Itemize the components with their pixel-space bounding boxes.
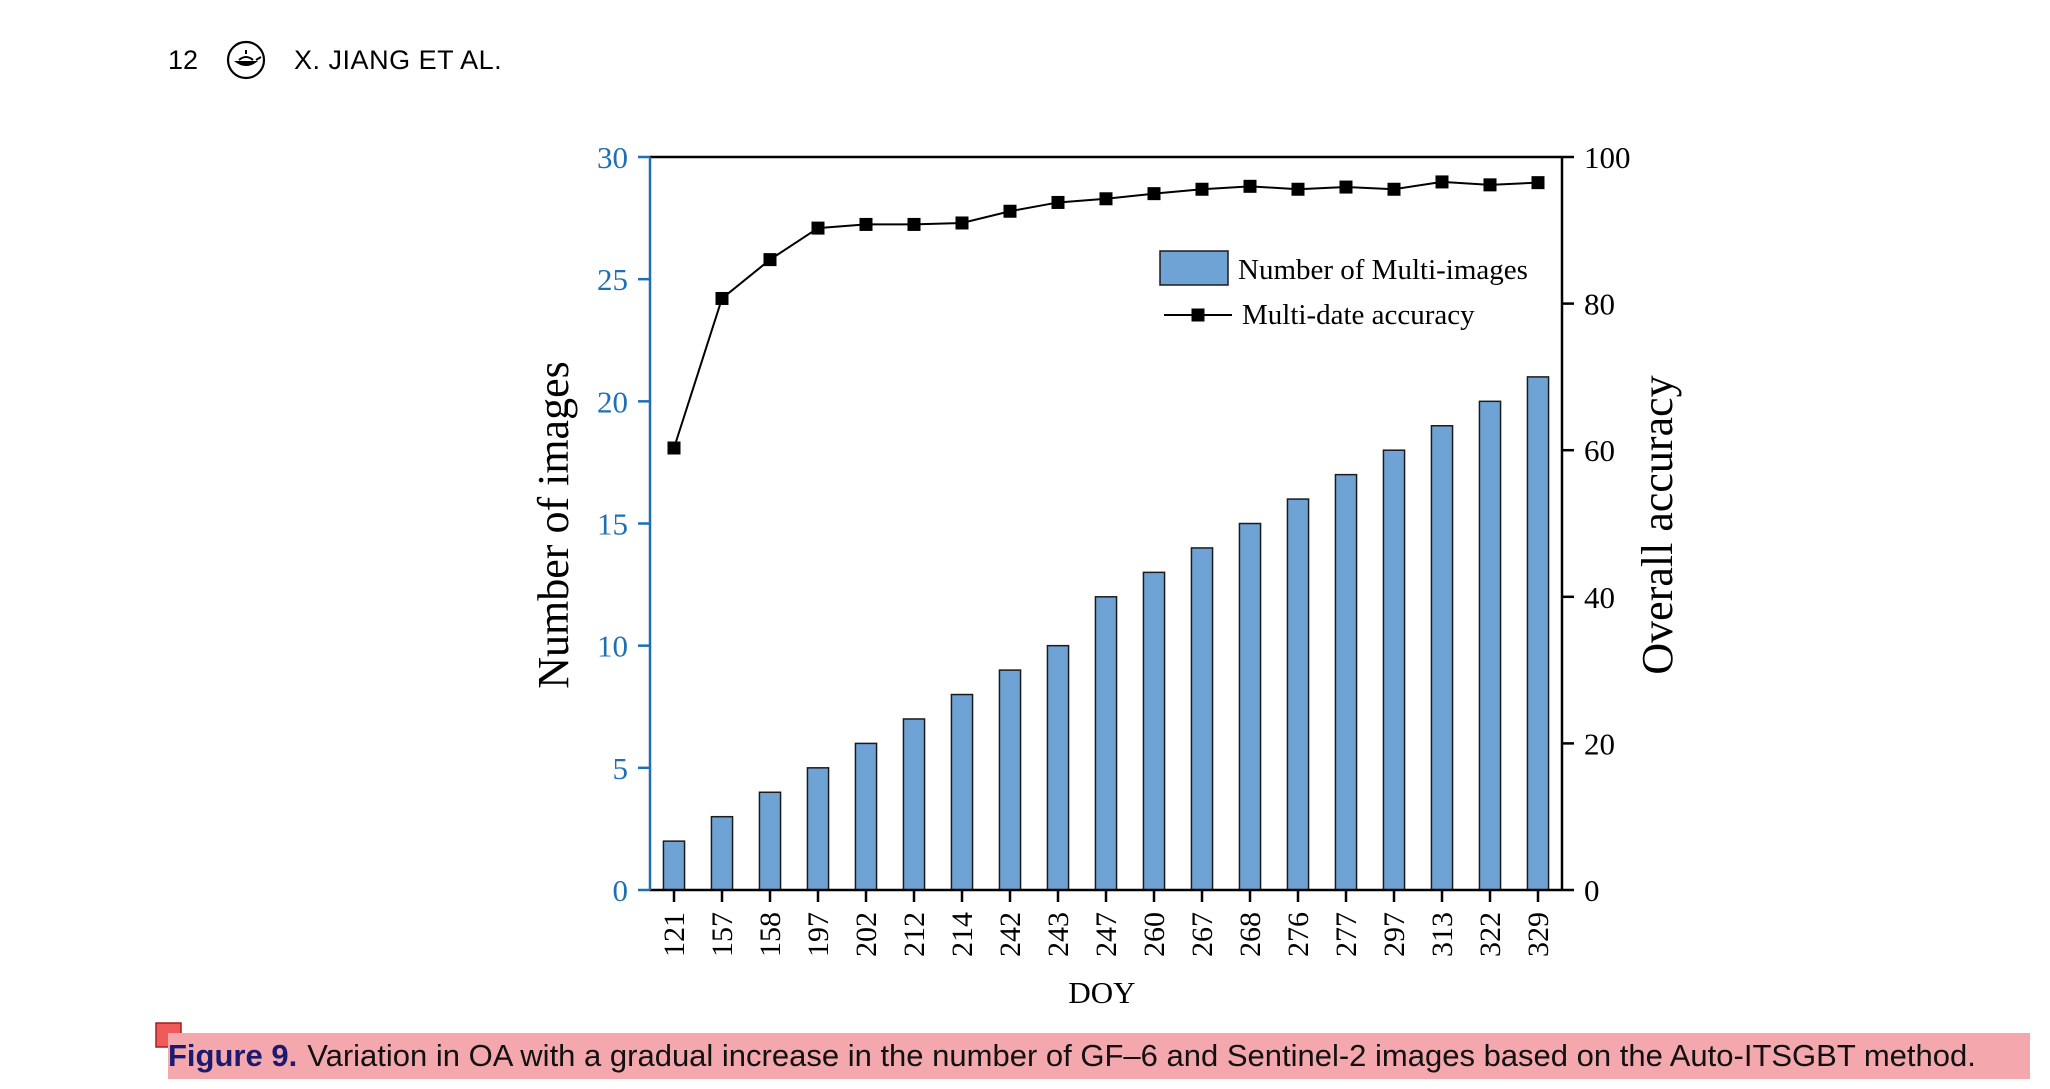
x-tick-label-322: 322: [1474, 912, 1507, 957]
accuracy-point-242: [1003, 204, 1017, 218]
x-axis-label: DOY: [1068, 975, 1135, 1010]
bar-214: [950, 693, 974, 891]
x-tick-label-197: 197: [802, 912, 835, 957]
x-tick-label-158: 158: [754, 912, 787, 957]
chart: 0 5 10 15 20 25 30 0 20 40 60 80 100 121 157 158 197 202 2…: [529, 140, 1682, 1010]
accuracy-point-313: [1435, 175, 1449, 189]
accuracy-point-212: [907, 217, 921, 231]
x-tick-label-214: 214: [946, 912, 979, 957]
x-tick-label-313: 313: [1426, 912, 1459, 957]
x-tick-label-329: 329: [1522, 912, 1555, 957]
accuracy-point-157: [715, 291, 729, 305]
y-axis-label: Number of images: [529, 361, 578, 688]
x-tick-label-268: 268: [1234, 912, 1267, 957]
legend: Number of Multi-images Multi-date accurac…: [1159, 250, 1528, 331]
legend-bar-label: Number of Multi-images: [1238, 254, 1528, 286]
bar-313: [1430, 425, 1454, 891]
x-tick-label-297: 297: [1378, 912, 1411, 957]
legend-bar-swatch: [1159, 250, 1229, 286]
accuracy-point-268: [1243, 179, 1257, 193]
x-tick-label-121: 121: [658, 912, 691, 957]
y2-tick-label: 20: [1584, 726, 1615, 761]
accuracy-point-322: [1483, 178, 1497, 192]
x-tick-label-276: 276: [1282, 912, 1315, 957]
accuracy-point-121: [667, 441, 681, 455]
y-tick-label: 25: [597, 262, 628, 297]
y2-tick-label: 0: [1584, 873, 1600, 908]
bar-121: [662, 840, 686, 891]
bar-197: [806, 767, 830, 891]
y-tick-label: 5: [613, 751, 629, 786]
x-tick-label-247: 247: [1090, 912, 1123, 957]
caption-label: Figure 9.: [168, 1038, 298, 1073]
y-tick-label: 30: [597, 140, 628, 175]
y2-tick-label: 40: [1584, 580, 1615, 615]
y-tick-label: 0: [613, 873, 629, 908]
accuracy-point-247: [1099, 192, 1113, 206]
bar-267: [1190, 547, 1214, 891]
accuracy-point-260: [1147, 187, 1161, 201]
accuracy-point-214: [955, 216, 969, 230]
page-number: 12: [168, 44, 199, 75]
figure-caption: Figure 9. Variation in OA with a gradual…: [168, 1033, 2030, 1079]
accuracy-point-243: [1051, 195, 1065, 209]
bar-202: [854, 742, 878, 891]
line-series: [667, 175, 1545, 455]
y2-axis-label: Overall accuracy: [1633, 375, 1682, 674]
bar-242: [998, 669, 1022, 891]
accuracy-point-329: [1531, 176, 1545, 190]
bar-322: [1478, 400, 1502, 891]
running-head: X. JIANG ET AL.: [294, 44, 503, 75]
y2-tick-label: 60: [1584, 433, 1615, 468]
bar-260: [1142, 571, 1166, 891]
accuracy-point-297: [1387, 182, 1401, 196]
caption-text: Variation in OA with a gradual increase …: [307, 1038, 1976, 1073]
x-tick-label-260: 260: [1138, 912, 1171, 957]
accuracy-point-267: [1195, 182, 1209, 196]
bar-297: [1382, 449, 1406, 891]
bar-212: [902, 718, 926, 891]
x-tick-label-157: 157: [706, 912, 739, 957]
accuracy-point-158: [763, 253, 777, 267]
y-tick-label: 15: [597, 507, 628, 542]
x-tick-label-277: 277: [1330, 912, 1363, 957]
publisher-lamp-icon: [226, 40, 266, 80]
accuracy-point-276: [1291, 182, 1305, 196]
x-tick-label-212: 212: [898, 912, 931, 957]
x-tick-label-267: 267: [1186, 912, 1219, 957]
accuracy-point-277: [1339, 180, 1353, 194]
legend-line-label: Multi-date accuracy: [1242, 299, 1475, 331]
running-header: 12 X. JIANG ET AL.: [168, 38, 502, 82]
y2-tick-label: 100: [1584, 140, 1631, 175]
bar-247: [1094, 596, 1118, 891]
accuracy-point-197: [811, 221, 825, 235]
y2-tick-label: 80: [1584, 287, 1615, 322]
y-tick-label: 20: [597, 384, 628, 419]
bar-277: [1334, 473, 1358, 891]
x-tick-label-202: 202: [850, 912, 883, 957]
bar-158: [758, 791, 782, 891]
accuracy-point-202: [859, 217, 873, 231]
bar-243: [1046, 644, 1070, 891]
bar-268: [1238, 522, 1262, 891]
bar-329: [1526, 376, 1550, 891]
x-tick-label-242: 242: [994, 912, 1027, 957]
bar-276: [1286, 498, 1310, 891]
axes: 0 5 10 15 20 25 30 0 20 40 60 80 100 121 157 158 197 202 2…: [597, 140, 1631, 957]
legend-line-marker: [1191, 308, 1205, 322]
y-tick-label: 10: [597, 629, 628, 664]
bar-series: [662, 376, 1550, 891]
x-tick-label-243: 243: [1042, 912, 1075, 957]
bar-157: [710, 815, 734, 891]
